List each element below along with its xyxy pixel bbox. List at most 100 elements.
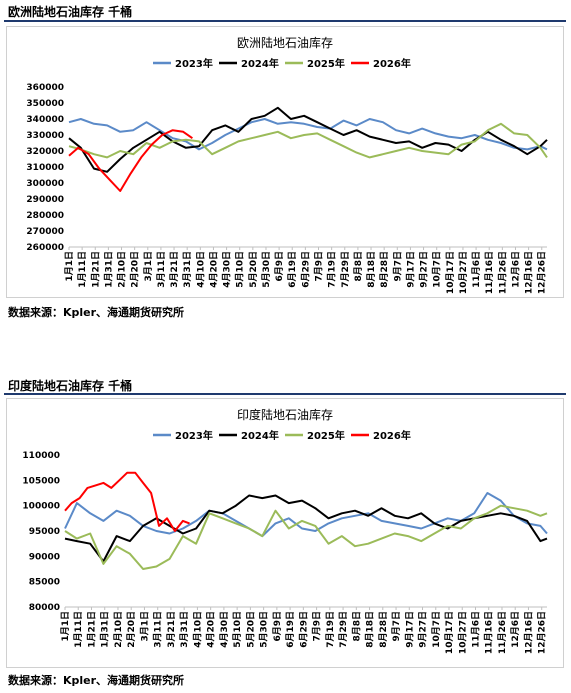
x-tick-label: 6月19日 [287,251,298,288]
x-tick-label: 11月16日 [484,251,495,294]
legend-label: 2025年 [307,429,345,442]
x-tick-label: 1月1日 [60,611,71,642]
x-tick-label: 12月16日 [524,251,535,294]
x-tick-label: 2月20日 [126,611,137,648]
x-tick-label: 4月10日 [192,611,203,648]
x-tick-label: 1月1日 [64,251,75,282]
y-tick-label: 95000 [29,527,60,537]
x-tick-label: 2月20日 [130,251,141,288]
y-tick-label: 360000 [26,83,64,93]
series-line-2023年 [68,118,548,151]
y-tick-label: 260000 [26,243,64,253]
y-tick-label: 340000 [26,115,64,125]
x-tick-label: 5月20日 [245,611,256,648]
x-tick-label: 6月9日 [272,611,283,642]
x-tick-label: 12月26日 [537,251,548,294]
y-tick-label: 300000 [26,179,64,189]
x-tick-label: 2月10日 [113,611,124,648]
x-tick-label: 1月31日 [100,611,111,648]
panel-2-heading: 印度陆地石油库存 千桶 [8,379,133,393]
legend-label: 2023年 [175,57,213,70]
x-tick-label: 5月10日 [232,611,243,648]
x-tick-label: 7月19日 [325,611,336,648]
y-tick-label: 350000 [26,99,64,109]
x-tick-label: 4月30日 [219,611,230,648]
x-tick-label: 9月7日 [392,251,403,282]
x-tick-label: 7月29日 [338,611,349,648]
x-tick-label: 9月7日 [391,611,402,642]
x-tick-label: 11月6日 [470,611,481,648]
x-tick-label: 8月18日 [365,611,376,648]
x-tick-label: 9月27日 [418,611,429,648]
y-tick-label: 270000 [26,227,64,237]
y-tick-label: 100000 [22,502,60,512]
x-tick-label: 1月21日 [90,251,101,288]
x-tick-label: 11月26日 [497,611,508,654]
x-tick-label: 8月28日 [378,611,389,648]
legend-label: 2024年 [241,57,279,70]
x-tick-label: 3月1日 [143,251,154,282]
panel-2-rule [4,393,566,395]
series-line-2025年 [68,122,548,159]
y-tick-label: 110000 [22,451,60,461]
chart-europe-svg: 欧洲陆地石油库存 2023年 2024年 2025年 2026年 260000 270000… [26,35,548,294]
y-tick-label: 90000 [29,552,60,562]
x-tick-label: 3月1日 [139,611,150,642]
x-tick-label: 7月29日 [340,251,351,288]
y-tick-label: 310000 [26,163,64,173]
y-tick-label: 280000 [26,211,64,221]
legend-label: 2025年 [307,57,345,70]
x-tick-label: 3月31日 [179,611,190,648]
x-tick-label: 1月31日 [103,251,114,288]
x-tick-label: 6月19日 [285,611,296,648]
x-tick-label: 6月9日 [274,251,285,282]
x-tick-label: 7月9日 [314,251,325,282]
series-line-2026年 [68,129,193,192]
chart-europe: 欧洲陆地石油库存 2023年 2024年 2025年 2026年 260000 270000… [6,26,564,298]
x-tick-label: 1月11日 [77,251,88,288]
x-tick-label: 8月28日 [379,251,390,288]
x-tick-label: 10月7日 [432,251,443,288]
x-tick-label: 9月27日 [419,251,430,288]
series-line-2026年 [64,471,190,532]
x-tick-label: 8月18日 [366,251,377,288]
legend-label: 2023年 [175,429,213,442]
y-tick-label: 290000 [26,195,64,205]
y-tick-label: 330000 [26,131,64,141]
y-tick-label: 320000 [26,147,64,157]
x-tick-label: 9月17日 [404,611,415,648]
x-tick-label: 3月11日 [156,251,167,288]
series-line-2023年 [64,492,548,538]
x-tick-label: 4月30日 [222,251,233,288]
x-tick-label: 4月20日 [206,611,217,648]
x-tick-label: 2月10日 [117,251,128,288]
x-tick-label: 11月6日 [471,251,482,288]
legend-label: 2026年 [373,429,411,442]
series-line-2024年 [64,494,548,563]
x-tick-label: 11月16日 [484,611,495,654]
x-tick-label: 12月6日 [510,251,521,288]
chart-india: 印度陆地石油库存 2023年 2024年 2025年 2026年 80000 85000 90… [6,398,564,668]
panel-2-source: 数据来源：Kpler、海通期货研究所 [8,674,185,687]
x-tick-label: 8月8日 [353,251,364,282]
y-tick-label: 105000 [22,476,60,486]
x-tick-label: 10月27日 [457,611,468,654]
x-tick-label: 1月11日 [73,611,84,648]
x-tick-label: 10月7日 [431,611,442,648]
x-tick-label: 8月8日 [351,611,362,642]
x-tick-label: 5月30日 [261,251,272,288]
x-tick-label: 6月29日 [298,611,309,648]
x-tick-label: 12月16日 [523,611,534,654]
y-tick-label: 80000 [29,603,60,613]
x-tick-label: 5月30日 [259,611,270,648]
x-tick-label: 7月9日 [312,611,323,642]
x-tick-label: 12月6日 [510,611,521,648]
x-tick-label: 3月21日 [169,251,180,288]
panel-1-rule [4,20,566,22]
x-tick-label: 9月17日 [405,251,416,288]
x-tick-label: 4月10日 [195,251,206,288]
x-tick-label: 1月21日 [86,611,97,648]
x-tick-label: 3月11日 [153,611,164,648]
x-tick-label: 4月20日 [208,251,219,288]
y-tick-label: 85000 [29,578,60,588]
